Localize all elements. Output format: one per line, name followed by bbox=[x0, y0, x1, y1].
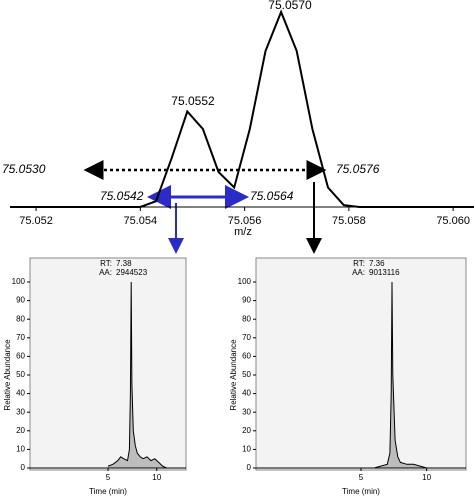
rt-label: RT: bbox=[100, 259, 112, 268]
x-tick-label: 75.054 bbox=[124, 215, 158, 227]
x-tick-label: 75.056 bbox=[228, 215, 262, 227]
aa-label: AA: bbox=[352, 268, 365, 277]
y-tick-label: 20 bbox=[242, 426, 251, 435]
y-tick-label: 90 bbox=[16, 296, 25, 305]
y-axis-label: Relative Abundance bbox=[229, 339, 238, 411]
x-axis-label: m/z bbox=[234, 226, 252, 238]
line bbox=[10, 9, 474, 208]
x-axis-label: Time (min) bbox=[89, 487, 127, 496]
y-tick-label: 30 bbox=[16, 407, 25, 416]
annotation: 75.0552 bbox=[171, 94, 215, 108]
aa-label: AA: bbox=[99, 268, 112, 277]
y-tick-label: 40 bbox=[242, 389, 251, 398]
panel-bg bbox=[255, 257, 467, 471]
aa-value: 2944523 bbox=[116, 268, 148, 277]
y-tick-label: 60 bbox=[16, 352, 25, 361]
annotation: 75.0564 bbox=[250, 189, 294, 203]
y-tick-label: 80 bbox=[242, 314, 251, 323]
y-tick-label: 0 bbox=[21, 463, 26, 472]
annotation: 75.0576 bbox=[336, 162, 380, 176]
x-axis-label: Time (min) bbox=[342, 487, 380, 496]
y-tick-label: 100 bbox=[12, 277, 26, 286]
rt-label: RT: bbox=[353, 259, 365, 268]
x-tick-label: 75.058 bbox=[332, 215, 366, 227]
x-tick-label: 10 bbox=[152, 473, 161, 482]
y-tick-label: 60 bbox=[242, 352, 251, 361]
y-tick-label: 70 bbox=[16, 333, 25, 342]
y-axis-label: Relative Abundance bbox=[3, 339, 12, 411]
y-tick-label: 10 bbox=[242, 445, 251, 454]
y-tick-label: 70 bbox=[242, 333, 251, 342]
y-tick-label: 30 bbox=[242, 407, 251, 416]
x-tick-label: 5 bbox=[359, 473, 364, 482]
y-tick-label: 90 bbox=[242, 296, 251, 305]
annotation: 75.0542 bbox=[100, 189, 144, 203]
line bbox=[373, 281, 427, 469]
rt-value: 7.36 bbox=[369, 259, 385, 268]
y-tick-label: 10 bbox=[16, 445, 25, 454]
x-tick-label: 75.052 bbox=[19, 215, 53, 227]
y-tick-label: 50 bbox=[242, 370, 251, 379]
aa-value: 9013116 bbox=[369, 268, 400, 277]
x-tick-label: 10 bbox=[422, 473, 431, 482]
x-tick-label: 75.060 bbox=[436, 215, 470, 227]
panel-bg bbox=[29, 257, 187, 471]
annotation: 75.0570 bbox=[268, 0, 312, 12]
rt-value: 7.38 bbox=[116, 259, 132, 268]
y-tick-label: 20 bbox=[16, 426, 25, 435]
y-tick-label: 0 bbox=[247, 463, 252, 472]
line bbox=[107, 281, 167, 469]
x-tick-label: 5 bbox=[106, 473, 111, 482]
y-tick-label: 100 bbox=[238, 277, 252, 286]
annotation: 75.0530 bbox=[2, 162, 46, 176]
y-tick-label: 80 bbox=[16, 314, 25, 323]
y-tick-label: 40 bbox=[16, 389, 25, 398]
y-tick-label: 50 bbox=[16, 370, 25, 379]
